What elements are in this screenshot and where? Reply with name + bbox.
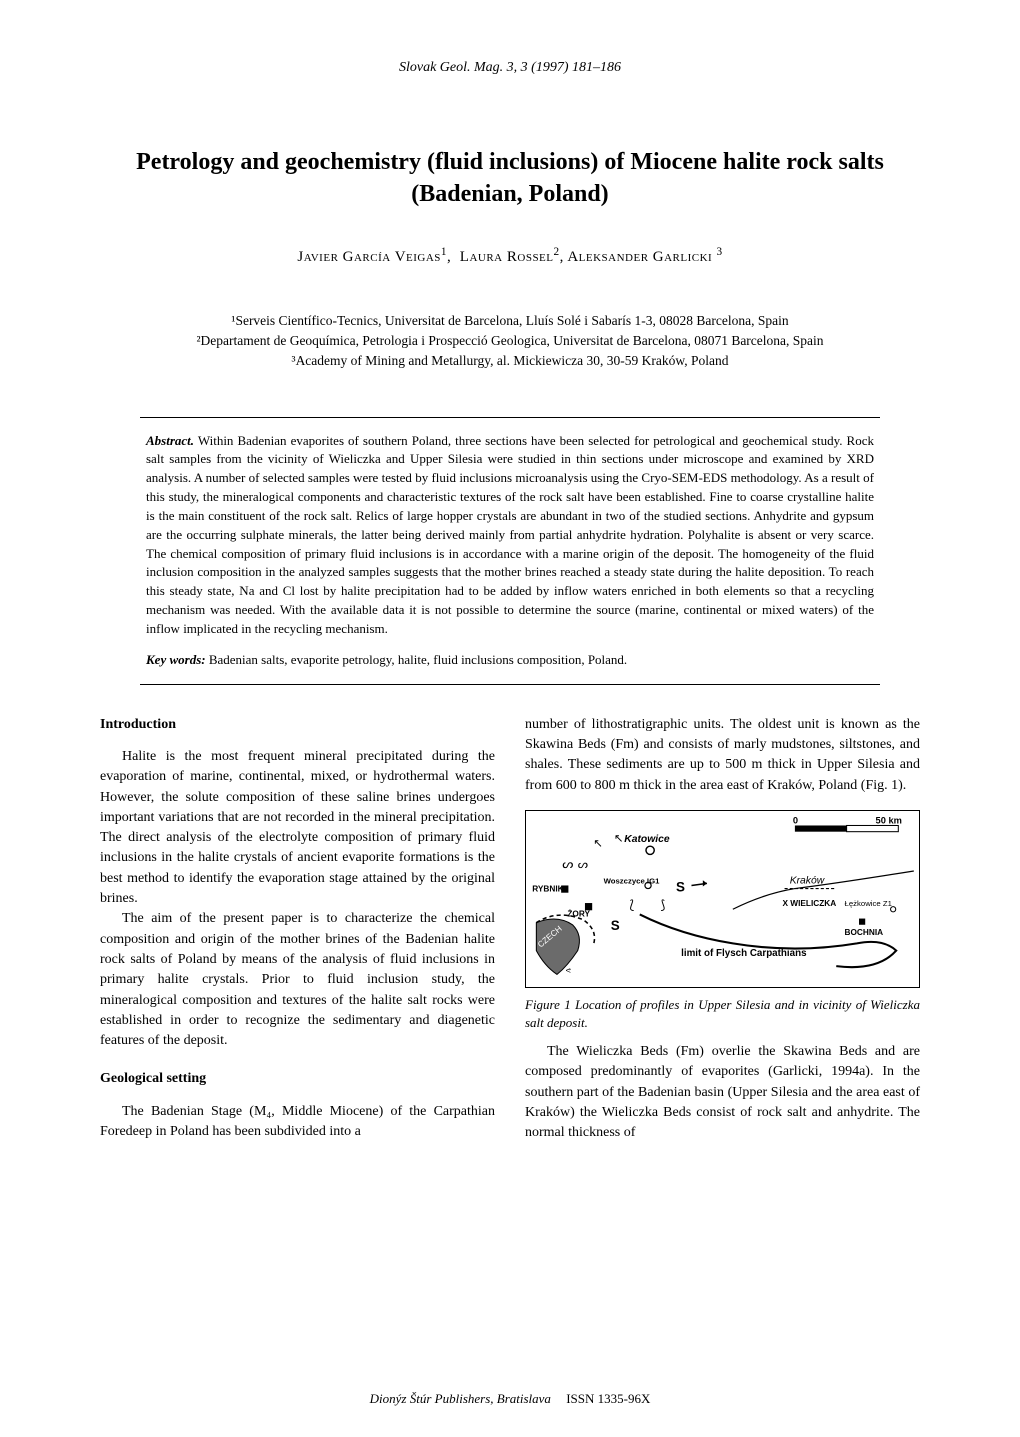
right-column: number of lithostratigraphic units. The … — [525, 715, 920, 1144]
svg-text:ᕝ: ᕝ — [565, 967, 571, 979]
abstract-text: Within Badenian evaporites of southern P… — [146, 433, 874, 636]
affiliation-2: ²Departament de Geoquímica, Petrologia i… — [100, 331, 920, 351]
label-bochnia: BOCHNIA — [845, 928, 884, 937]
marker-bochnia — [859, 918, 865, 924]
geo-p1-right: number of lithostratigraphic units. The … — [525, 715, 920, 796]
keywords-text: Badenian salts, evaporite petrology, hal… — [206, 652, 628, 667]
figure-1-caption: Figure 1 Location of profiles in Upper S… — [525, 996, 920, 1032]
svg-text:↖: ↖ — [614, 833, 624, 845]
svg-text:⟆: ⟆ — [660, 898, 665, 912]
affiliation-1: ¹Serveis Científico-Tecnics, Universitat… — [100, 311, 920, 331]
heading-geological: Geological setting — [100, 1069, 495, 1089]
svg-text:↖: ↖ — [593, 838, 603, 850]
left-column: Introduction Halite is the most frequent… — [100, 715, 495, 1144]
keywords-label: Key words: — [146, 652, 206, 667]
affiliations: ¹Serveis Científico-Tecnics, Universitat… — [100, 311, 920, 372]
label-rybnik: RYBNIK — [532, 885, 563, 894]
heading-introduction: Introduction — [100, 715, 495, 735]
paper-title: Petrology and geochemistry (fluid inclus… — [100, 146, 920, 211]
abstract-box: Abstract. Within Badenian evaporites of … — [140, 417, 880, 685]
authors-line: Javier García Veigas1, Laura Rossel2, Al… — [100, 246, 920, 266]
label-lezkowice: Łężkowice Z1 — [845, 899, 892, 908]
running-header: Slovak Geol. Mag. 3, 3 (1997) 181–186 — [100, 60, 920, 76]
label-flysch: limit of Flysch Carpathians — [681, 948, 807, 959]
label-s2: S — [676, 880, 685, 895]
label-wieliczka: X WIELICZKA — [782, 899, 836, 908]
scale-50: 50 km — [876, 815, 902, 825]
geo-p1-left: The Badenian Stage (M₄, Middle Miocene) … — [100, 1102, 495, 1143]
affiliation-3: ³Academy of Mining and Metallurgy, al. M… — [100, 351, 920, 371]
intro-p1: Halite is the most frequent mineral prec… — [100, 747, 495, 909]
svg-text:⟅: ⟅ — [629, 898, 634, 912]
abstract-label: Abstract. — [146, 433, 194, 448]
body-columns: Introduction Halite is the most frequent… — [100, 715, 920, 1144]
svg-text:ᔕ: ᔕ — [562, 857, 573, 871]
footer-publisher: Dionýz Štúr Publishers, Bratislava — [370, 1391, 551, 1406]
keywords-row: Key words: Badenian salts, evaporite pet… — [146, 651, 874, 670]
page-footer: Dionýz Štúr Publishers, Bratislava ISSN … — [0, 1391, 1020, 1407]
label-zory: ŻORY — [567, 908, 590, 918]
svg-text:ᔕ: ᔕ — [578, 859, 588, 871]
footer-issn: ISSN 1335-96X — [566, 1391, 650, 1406]
label-s1: S — [611, 918, 620, 933]
figure-1-map: 0 50 km Katowice ↖ ↖ ᔕ ᔕ RYBNIK Woszczyc… — [525, 810, 920, 988]
label-katowice: Katowice — [624, 834, 670, 845]
figure-1: 0 50 km Katowice ↖ ↖ ᔕ ᔕ RYBNIK Woszczyc… — [525, 810, 920, 1032]
intro-p2: The aim of the present paper is to chara… — [100, 909, 495, 1051]
geo-p2-right: The Wieliczka Beds (Fm) overlie the Skaw… — [525, 1042, 920, 1143]
scale-0: 0 — [793, 815, 798, 825]
label-woszczyce: Woszczyce IG1 — [604, 876, 661, 885]
